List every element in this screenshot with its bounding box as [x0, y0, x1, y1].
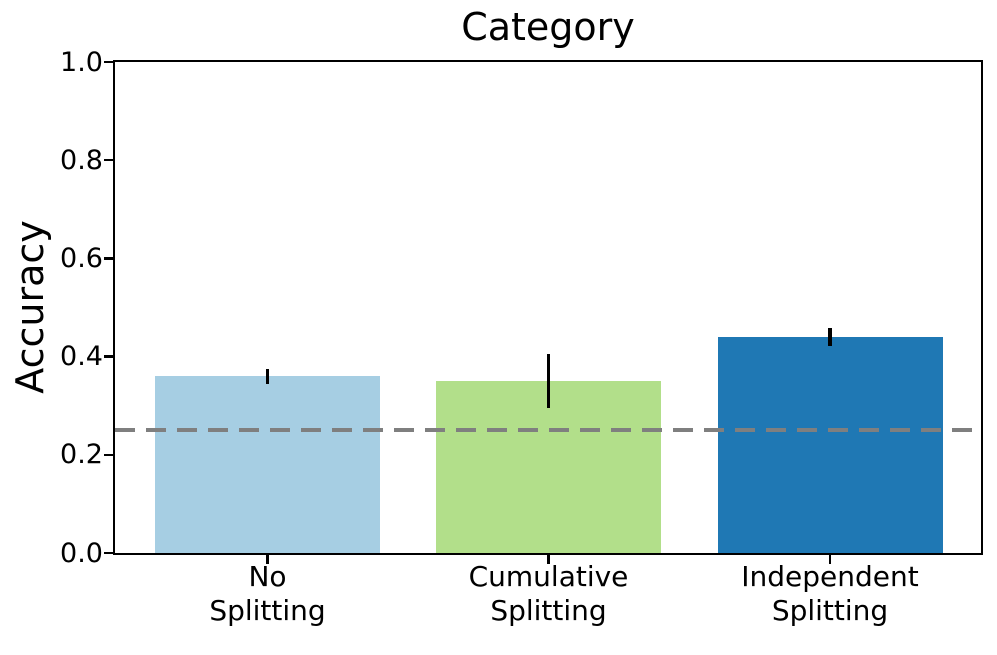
y-tick-label: 1.0 — [60, 46, 103, 78]
bar-cumulative-splitting — [436, 381, 661, 553]
reference-line — [115, 428, 981, 433]
chart-title: Category — [461, 5, 635, 49]
y-tick-label: 0.0 — [60, 537, 103, 569]
x-tick — [547, 555, 550, 564]
y-tick — [104, 453, 113, 457]
y-tick — [104, 355, 113, 358]
error-bar-cumulative-splitting — [546, 354, 551, 409]
y-tick — [104, 257, 113, 260]
x-tick-label-cumulative-splitting: Cumulative Splitting — [468, 560, 629, 627]
x-tick-label-independent-splitting: Independent Splitting — [741, 560, 919, 627]
plot-area — [113, 60, 983, 555]
x-tick — [828, 555, 832, 564]
y-tick-label: 0.4 — [60, 341, 103, 373]
y-tick-label: 0.2 — [60, 439, 103, 471]
bar-no-splitting — [155, 376, 380, 553]
x-tick — [266, 555, 269, 564]
bar-independent-splitting — [717, 336, 943, 553]
y-tick — [104, 551, 113, 555]
y-tick-label: 0.6 — [60, 242, 103, 274]
y-tick — [104, 158, 113, 162]
error-bar-independent-splitting — [828, 328, 832, 346]
x-tick-label-no-splitting: No Splitting — [209, 560, 326, 627]
error-bar-no-splitting — [265, 368, 270, 384]
y-tick — [104, 60, 113, 64]
y-tick-label: 0.8 — [60, 144, 103, 176]
